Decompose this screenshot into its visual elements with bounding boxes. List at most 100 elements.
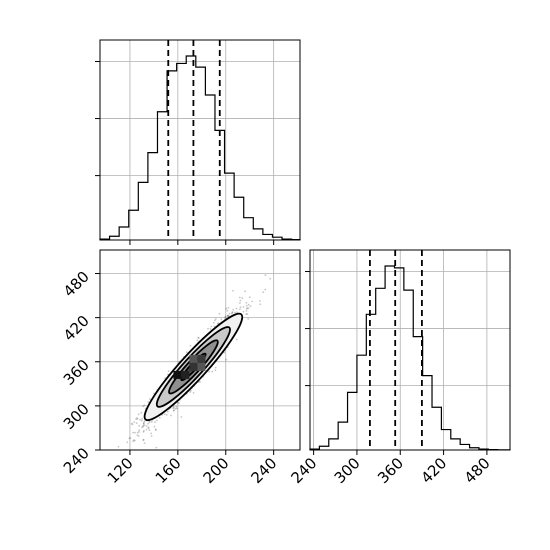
- scatter-point: [239, 306, 242, 309]
- scatter-point: [236, 311, 238, 314]
- scatter-point: [212, 321, 215, 324]
- scatter-point: [149, 398, 151, 400]
- scatter-point: [245, 310, 248, 312]
- scatter-point: [143, 430, 145, 432]
- scatter-point: [158, 416, 161, 419]
- scatter-point: [247, 307, 250, 309]
- scatter-point: [213, 325, 216, 328]
- scatter-point: [145, 425, 148, 427]
- density-core-cell: [197, 354, 206, 363]
- scatter-point: [180, 416, 183, 418]
- scatter-point: [239, 308, 241, 311]
- right-xtick-label-4: 480: [461, 454, 494, 487]
- scatter-point: [150, 435, 153, 437]
- scatter-point: [178, 402, 180, 405]
- scatter-ytick-label-3: 420: [60, 312, 93, 345]
- scatter-point: [147, 426, 150, 429]
- top-histogram-panel: [95, 39, 301, 245]
- scatter-point: [142, 405, 145, 408]
- scatter-point: [147, 401, 150, 403]
- scatter-point: [141, 417, 144, 420]
- scatter-point: [132, 431, 135, 434]
- density-core-cell: [181, 370, 190, 379]
- density-core-cell: [189, 354, 198, 363]
- scatter-point: [154, 421, 156, 423]
- scatter-ytick-label-4: 480: [60, 268, 93, 301]
- right-xtick-label-0: 240: [287, 454, 320, 487]
- scatter-point: [224, 315, 227, 318]
- scatter-point: [232, 289, 234, 292]
- scatter-point: [185, 351, 188, 354]
- scatter-ytick-label-2: 360: [60, 356, 93, 389]
- scatter-xtick-label-3: 240: [248, 454, 281, 487]
- scatter-point: [133, 439, 136, 442]
- scatter-point: [239, 302, 241, 304]
- scatter-point: [199, 380, 201, 383]
- density-core-cell: [189, 362, 198, 371]
- top-axes-frame: [99, 39, 301, 241]
- scatter-point: [241, 297, 244, 300]
- scatter-point: [246, 313, 249, 315]
- scatter-point: [131, 423, 134, 426]
- scatter-point: [148, 429, 151, 431]
- scatter-point: [196, 339, 199, 342]
- scatter-point: [235, 338, 238, 341]
- scatter-point: [134, 431, 136, 434]
- scatter-point: [214, 369, 217, 372]
- scatter-point: [209, 328, 212, 330]
- scatter-point: [143, 421, 145, 424]
- scatter-point: [135, 422, 138, 424]
- scatter-point: [197, 337, 200, 339]
- scatter-ytick-label-1: 300: [60, 400, 93, 433]
- scatter-point: [147, 422, 150, 425]
- scatter-point: [192, 392, 195, 394]
- scatter-point: [211, 370, 214, 373]
- scatter-point: [198, 337, 200, 339]
- scatter-point: [154, 428, 157, 431]
- scatter-point: [227, 315, 229, 317]
- scatter-point: [264, 288, 267, 291]
- scatter-point: [227, 306, 230, 309]
- scatter-point: [128, 437, 131, 440]
- scatter-point: [235, 307, 238, 310]
- scatter-point: [217, 322, 220, 325]
- scatter-point: [133, 421, 136, 423]
- scatter-point: [245, 301, 248, 304]
- scatter-point: [142, 424, 145, 427]
- scatter-point: [133, 439, 135, 441]
- scatter-point: [150, 420, 153, 423]
- scatter-point: [143, 420, 146, 422]
- scatter-point: [189, 391, 192, 393]
- right-xtick-label-3: 420: [417, 454, 450, 487]
- scatter-point: [242, 310, 245, 313]
- scatter-point: [231, 311, 234, 314]
- scatter-point: [145, 428, 148, 431]
- scatter-point: [142, 438, 145, 441]
- scatter-point: [246, 307, 249, 309]
- scatter-point: [172, 407, 175, 409]
- scatter-point: [239, 299, 242, 302]
- scatter-point: [143, 424, 146, 427]
- scatter-point: [208, 370, 211, 373]
- scatter-point: [143, 442, 146, 444]
- scatter-point: [136, 418, 139, 420]
- scatter-point: [155, 446, 158, 449]
- scatter-point: [251, 300, 254, 303]
- scatter-point: [173, 406, 175, 409]
- scatter-point: [117, 445, 120, 448]
- scatter-ytick-label-0: 240: [60, 444, 93, 477]
- scatter-point: [226, 309, 229, 312]
- right-axes-frame: [309, 249, 511, 451]
- scatter-point: [244, 290, 247, 293]
- scatter-point: [245, 313, 248, 315]
- scatter-inner: [96, 274, 271, 470]
- scatter-point: [130, 422, 133, 425]
- scatter-point: [227, 314, 230, 317]
- scatter-xtick-label-0: 120: [104, 454, 137, 487]
- scatter-point: [176, 407, 178, 410]
- scatter-point: [96, 468, 98, 470]
- scatter-point: [155, 429, 157, 431]
- scatter-point: [136, 434, 139, 436]
- scatter-point: [247, 303, 250, 306]
- scatter-point: [167, 370, 170, 373]
